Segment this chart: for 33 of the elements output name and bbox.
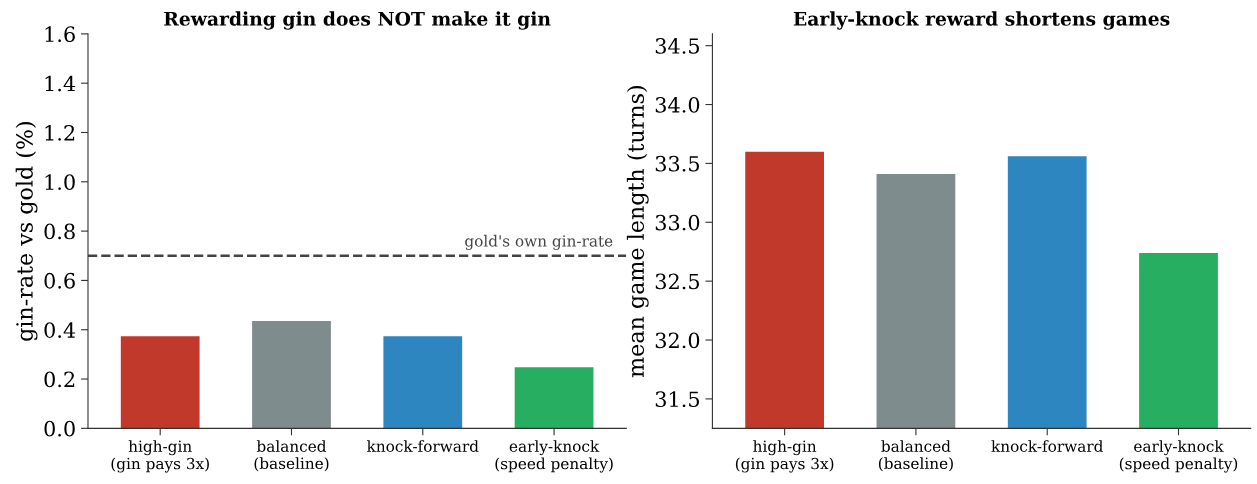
y-tick-label: 0.6: [44, 272, 75, 289]
bar: [252, 321, 331, 429]
ref-line-label: gold's own gin-rate: [465, 234, 613, 250]
y-axis-title: mean game length (turns): [626, 86, 649, 378]
y-tick-label: 1.4: [45, 75, 76, 92]
y-axis-title: gin-rate vs gold (%): [15, 122, 38, 341]
x-tick-label: high-gin (gin pays 3x): [735, 440, 834, 473]
y-tick-label: 0.8: [44, 223, 75, 240]
y-tick-label: 0.4: [44, 322, 76, 338]
bar: [383, 336, 463, 429]
y-tick-label: 0.2: [44, 371, 75, 388]
y-tick-label: 33.0: [655, 214, 700, 231]
y-tick-label: 32.5: [655, 273, 699, 290]
y-tick-label: 0.0: [44, 420, 75, 437]
bar: [514, 367, 594, 429]
x-tick-label: early-knock (speed penalty): [495, 440, 613, 473]
x-tick-label: knock-forward: [367, 440, 479, 452]
x-tick-label: balanced (baseline): [878, 440, 953, 472]
y-tick-label: 1.0: [45, 174, 75, 191]
y-tick-label: 32.0: [655, 332, 700, 349]
y-tick-label: 34.0: [655, 96, 700, 113]
y-tick-label: 31.5: [655, 391, 699, 408]
x-tick-label: early-knock (speed penalty): [1119, 440, 1238, 473]
x-tick-label: knock-forward: [991, 440, 1103, 452]
y-tick-label: 1.2: [45, 124, 75, 141]
chart-title: Early-knock reward shortens games: [793, 11, 1170, 30]
x-tick-label: balanced (baseline): [254, 440, 329, 472]
chart-title: Rewarding gin does NOT make it gin: [164, 11, 551, 30]
bar: [120, 336, 200, 429]
y-tick-label: 1.6: [45, 26, 75, 43]
x-tick-label: high-gin (gin pays 3x): [111, 440, 209, 473]
y-tick-label: 34.5: [655, 38, 699, 54]
y-tick-label: 33.5: [655, 155, 699, 172]
